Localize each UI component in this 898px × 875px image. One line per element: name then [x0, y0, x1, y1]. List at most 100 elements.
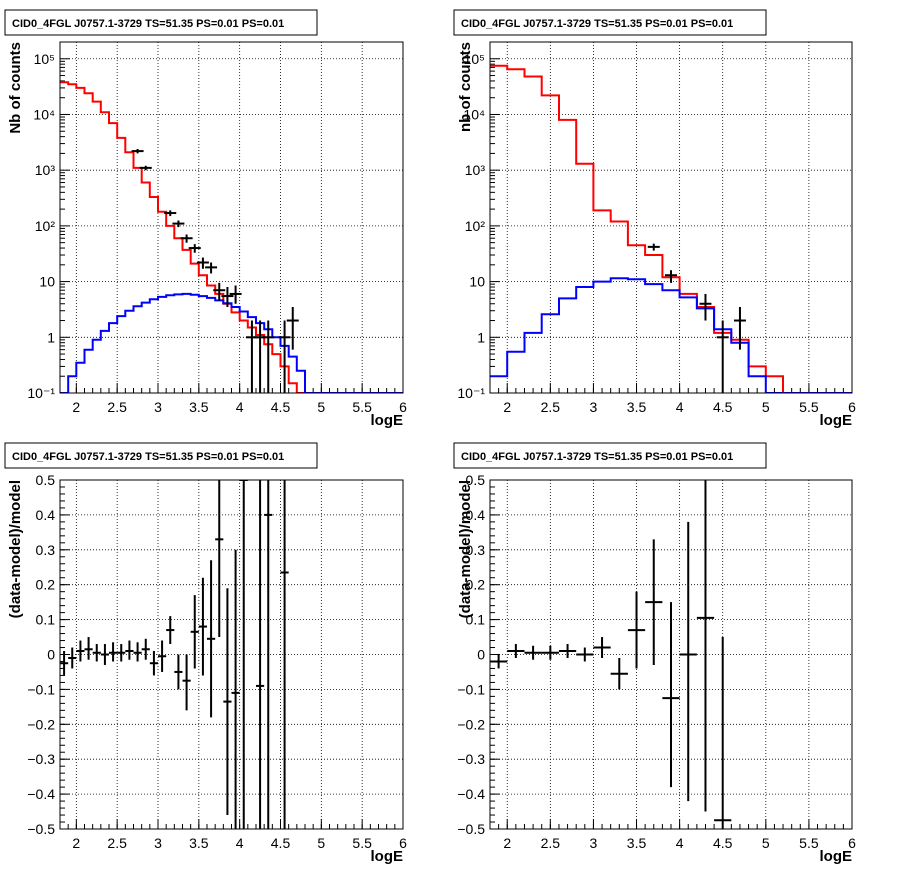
x-tick-label: 4.5 — [271, 399, 291, 415]
x-tick-label: 5 — [317, 399, 325, 415]
residual-point — [256, 480, 265, 829]
residual-point — [174, 654, 183, 690]
residual-point — [627, 591, 646, 669]
x-tick-label: 5 — [762, 399, 770, 415]
x-axis-label: logE — [820, 848, 853, 865]
residual-point — [100, 644, 109, 665]
plot-frame — [59, 41, 404, 394]
x-tick-label: 2 — [72, 399, 80, 415]
x-axis-label: logE — [371, 412, 404, 429]
data-point — [221, 286, 234, 307]
x-tick-label: 2 — [72, 835, 80, 851]
x-tick-label: 2 — [503, 835, 511, 851]
plot-frame — [59, 479, 404, 830]
chart-title-frame — [4, 442, 318, 469]
x-tick-label: 5 — [762, 835, 770, 851]
y-tick-label: 0.5 — [466, 472, 486, 488]
y-axis-label: Nb of counts — [7, 42, 24, 134]
chart-title-box: CID0_4FGL J0757.1-3729 TS=51.35 PS=0.01 … — [453, 9, 767, 36]
x-tick-label: 3.5 — [189, 835, 209, 851]
residual-point — [92, 644, 101, 662]
chart-title-box: CID0_4FGL J0757.1-3729 TS=51.35 PS=0.01 … — [453, 442, 767, 469]
x-tick-label: 6 — [848, 835, 856, 851]
y-tick-label: 0 — [477, 647, 485, 663]
y-tick-label: 0.1 — [36, 612, 56, 628]
data-point — [172, 220, 185, 228]
residual-point — [696, 480, 715, 812]
x-tick-label: 2 — [503, 399, 511, 415]
x-tick-label: 3 — [590, 835, 598, 851]
y-tick-label: 10⁴ — [463, 106, 485, 122]
grid-lines — [60, 479, 404, 830]
y-tick-label: −0.2 — [27, 716, 55, 732]
residual-point — [133, 642, 142, 662]
x-tick-label: 6 — [848, 399, 856, 415]
y-axis-label: (data-model)/model — [457, 480, 474, 618]
residual-point — [68, 647, 77, 669]
residual-point — [610, 657, 628, 690]
residual-point — [76, 640, 85, 662]
residual-point — [490, 654, 508, 669]
y-tick-label: 10³ — [465, 162, 486, 178]
residual-point — [239, 480, 248, 829]
y-tick-label: 0.5 — [36, 472, 56, 488]
data-point — [229, 285, 242, 304]
y-tick-label: −0.3 — [457, 751, 485, 767]
y-tick-label: −0.4 — [457, 786, 485, 802]
data-point — [665, 270, 677, 283]
residual-point — [117, 644, 126, 662]
plot-area — [60, 81, 403, 393]
x-tick-label: 3.5 — [189, 399, 209, 415]
y-tick-label: 0.4 — [36, 507, 56, 523]
y-axis-label: (data-model)/model — [7, 480, 24, 618]
chart-panel-3: CID0_4FGL J0757.1-3729 TS=51.35 PS=0.01 … — [4, 442, 407, 865]
residual-point — [507, 644, 525, 658]
grid-lines — [60, 42, 404, 394]
y-tick-label: 10⁻¹ — [27, 385, 55, 401]
chart-title-frame — [453, 442, 767, 469]
y-tick-label: 0.2 — [36, 577, 56, 593]
plot-area — [490, 64, 852, 393]
residual-point — [182, 654, 191, 711]
x-axis-label: logE — [371, 848, 404, 865]
chart-panel-2: CID0_4FGL J0757.1-3729 TS=51.35 PS=0.01 … — [453, 9, 856, 429]
x-tick-label: 6 — [399, 399, 407, 415]
residual-point — [541, 645, 559, 660]
chart-title-box: CID0_4FGL J0757.1-3729 TS=51.35 PS=0.01 … — [4, 9, 318, 36]
y-tick-label: −0.5 — [457, 821, 485, 837]
plot-frame — [489, 479, 853, 830]
plot-area — [60, 480, 289, 829]
y-tick-label: 10 — [39, 274, 55, 290]
x-axis-label: logE — [820, 412, 853, 429]
x-tick-label: 2.5 — [107, 835, 127, 851]
y-tick-label: 1 — [477, 329, 485, 345]
data-point — [213, 282, 226, 301]
residual-point — [190, 595, 199, 669]
series-line-1 — [60, 81, 403, 393]
data-point — [196, 257, 209, 269]
x-tick-label: 4 — [676, 399, 684, 415]
data-point — [205, 262, 218, 274]
y-tick-label: 10⁵ — [464, 51, 485, 67]
residual-point — [60, 651, 69, 676]
x-tick-label: 4 — [676, 835, 684, 851]
y-tick-label: 10⁴ — [33, 106, 55, 122]
residual-point — [223, 588, 232, 816]
data-point — [262, 320, 275, 393]
residual-point — [84, 637, 93, 660]
chart-title-frame — [453, 9, 767, 36]
data-point — [131, 148, 144, 154]
x-tick-label: 3.5 — [627, 835, 647, 851]
series-line-2 — [490, 277, 852, 393]
y-tick-label: −0.4 — [27, 786, 55, 802]
residual-point — [215, 480, 224, 638]
x-tick-label: 2.5 — [541, 835, 561, 851]
residual-point — [158, 640, 167, 672]
x-tick-label: 5.5 — [799, 835, 819, 851]
residual-point — [149, 651, 158, 676]
residual-point — [109, 642, 118, 662]
chart-title-box: CID0_4FGL J0757.1-3729 TS=51.35 PS=0.01 … — [4, 442, 318, 469]
data-point — [139, 165, 152, 171]
residual-point — [662, 602, 680, 788]
y-tick-label: −0.3 — [27, 751, 55, 767]
